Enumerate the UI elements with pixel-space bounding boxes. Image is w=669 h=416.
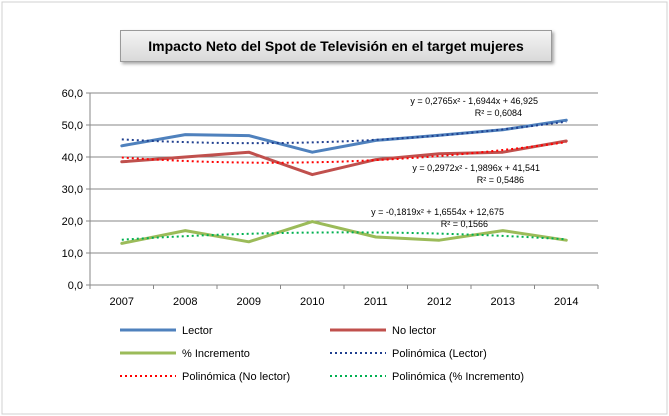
x-tick-label: 2009: [237, 296, 261, 308]
y-tick-label: 0,0: [68, 280, 83, 292]
series-line-incremento: [120, 220, 568, 245]
x-tick-label: 2012: [427, 296, 451, 308]
axes: [86, 92, 599, 289]
legend-label: Polinómica (% Incremento): [392, 371, 524, 383]
y-tick-label: 40,0: [62, 152, 83, 164]
trendline-equations: y = 0,2765x² - 1,6944x + 46,925 R² = 0,60…: [371, 96, 540, 229]
series-line-polin-mica-lector: [121, 120, 567, 145]
legend-label: Lector: [182, 325, 213, 337]
series-lines: [120, 118, 568, 245]
x-tick-label: 2010: [300, 296, 324, 308]
x-tick-label: 2014: [554, 296, 578, 308]
legend-label: Polinómica (No lector): [182, 371, 290, 383]
x-tick-labels: 2007 2008 2009 2010 2011 2012 2013 2014: [110, 296, 579, 308]
x-tick-label: 2011: [364, 296, 388, 308]
x-tick-label: 2008: [173, 296, 197, 308]
trendline-equation: y = 0,2972x² - 1,9896x + 41,541: [412, 163, 540, 173]
legend-label: No lector: [392, 325, 436, 337]
y-tick-label: 30,0: [62, 184, 83, 196]
chart-title: Impacto Neto del Spot de Televisión en e…: [120, 30, 552, 62]
legend-label: % Incremento: [182, 348, 250, 360]
legend-label: Polinómica (Lector): [392, 348, 487, 360]
trendline-r-squared: R² = 0,1566: [441, 219, 488, 229]
trendline-r-squared: R² = 0,5486: [477, 175, 524, 185]
trendline-r-squared: R² = 0,6084: [475, 108, 522, 118]
y-tick-label: 20,0: [62, 216, 83, 228]
y-tick-labels: 0,0 10,0 20,0 30,0 40,0 50,0 60,0: [62, 88, 83, 292]
grid-lines: [90, 92, 598, 254]
series-line-polin-mica-incremento: [121, 231, 567, 241]
series-line-no-lector: [120, 139, 568, 177]
y-tick-label: 60,0: [62, 88, 83, 100]
trendline-equation: y = -0,1819x² + 1,6554x + 12,675: [371, 207, 504, 217]
x-tick-label: 2007: [110, 296, 134, 308]
legend: Lector No lector % Incremento Polinómica (L…: [120, 325, 524, 383]
trendline-equation: y = 0,2765x² - 1,6944x + 46,925: [410, 96, 538, 106]
y-tick-label: 50,0: [62, 120, 83, 132]
series-line-polin-mica-no-lector: [121, 141, 567, 164]
y-tick-label: 10,0: [62, 248, 83, 260]
x-tick-label: 2013: [491, 296, 515, 308]
